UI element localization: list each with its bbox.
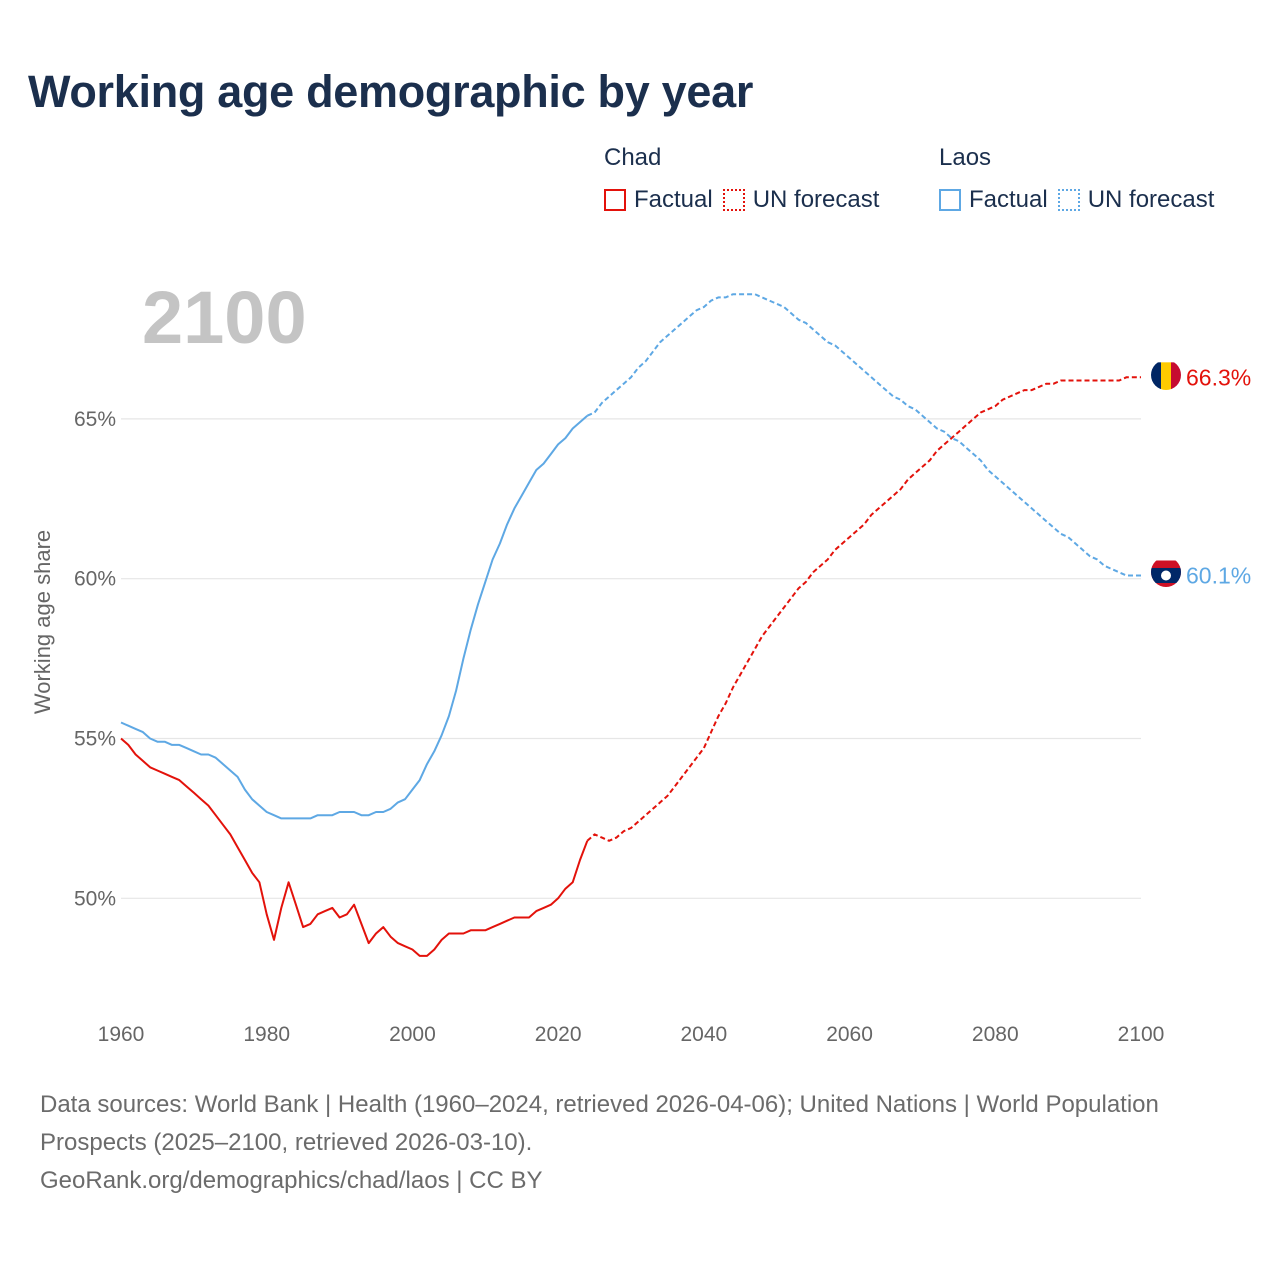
- y-tick-label: 65%: [74, 408, 116, 431]
- footer-sources: Data sources: World Bank | Health (1960–…: [40, 1091, 1159, 1156]
- legend-group-chad: Chad Factual UN forecast: [604, 144, 889, 214]
- chad-end-label: 66.3%: [1186, 364, 1251, 390]
- x-tick-label: 2080: [972, 1023, 1019, 1046]
- y-tick-label: 55%: [74, 728, 116, 751]
- legend-group-title: Laos: [939, 144, 992, 171]
- laos-forecast-line[interactable]: [586, 293, 1141, 577]
- y-tick-label: 60%: [74, 568, 116, 591]
- chad-factual-line[interactable]: [120, 737, 589, 957]
- x-tick-label: 2060: [826, 1023, 873, 1046]
- legend-item-chad-forecast[interactable]: UN forecast: [722, 186, 880, 214]
- footer: Data sources: World Bank | Health (1960–…: [40, 1086, 1240, 1200]
- legend-label: UN forecast: [1087, 186, 1215, 213]
- x-tick-label: 2000: [389, 1023, 436, 1046]
- legend-swatch-solid: [939, 189, 961, 211]
- legend-item-chad-factual[interactable]: Factual: [604, 186, 713, 214]
- chart-title: Working age demographic by year: [28, 66, 754, 117]
- laos-flag-icon: [1151, 560, 1181, 587]
- chad-flag-icon: [1151, 362, 1181, 390]
- legend-group-laos: Laos Factual UN forecast: [939, 144, 1224, 214]
- legend-label: Factual: [634, 186, 713, 213]
- legend-group-title: Chad: [604, 144, 662, 171]
- legend-swatch-dotted: [1057, 189, 1080, 211]
- laos-end-label: 60.1%: [1186, 562, 1251, 588]
- footer-credit[interactable]: GeoRank.org/demographics/chad/laos | CC …: [40, 1167, 543, 1194]
- legend-swatch-dotted: [722, 189, 745, 211]
- laos-factual-line[interactable]: [120, 414, 588, 820]
- line-chart: 2100 50% 55% 60% 65% 1960 1980 2000 2020 2040 206…: [30, 276, 1251, 1046]
- x-tick-label: 1960: [98, 1023, 145, 1046]
- y-axis-title: Working age share: [30, 530, 55, 714]
- x-tick-label: 2040: [680, 1023, 727, 1046]
- x-tick-label: 2020: [535, 1023, 582, 1046]
- x-tick-label: 1980: [243, 1023, 290, 1046]
- legend-label: UN forecast: [752, 186, 880, 213]
- chad-forecast-line[interactable]: [586, 376, 1141, 842]
- y-tick-label: 50%: [74, 887, 116, 910]
- legend-item-laos-forecast[interactable]: UN forecast: [1057, 186, 1215, 214]
- year-watermark: 2100: [142, 276, 307, 359]
- legend-item-laos-factual[interactable]: Factual: [939, 186, 1048, 214]
- legend-swatch-solid: [604, 189, 626, 211]
- x-tick-label: 2100: [1118, 1023, 1165, 1046]
- legend-label: Factual: [969, 186, 1048, 213]
